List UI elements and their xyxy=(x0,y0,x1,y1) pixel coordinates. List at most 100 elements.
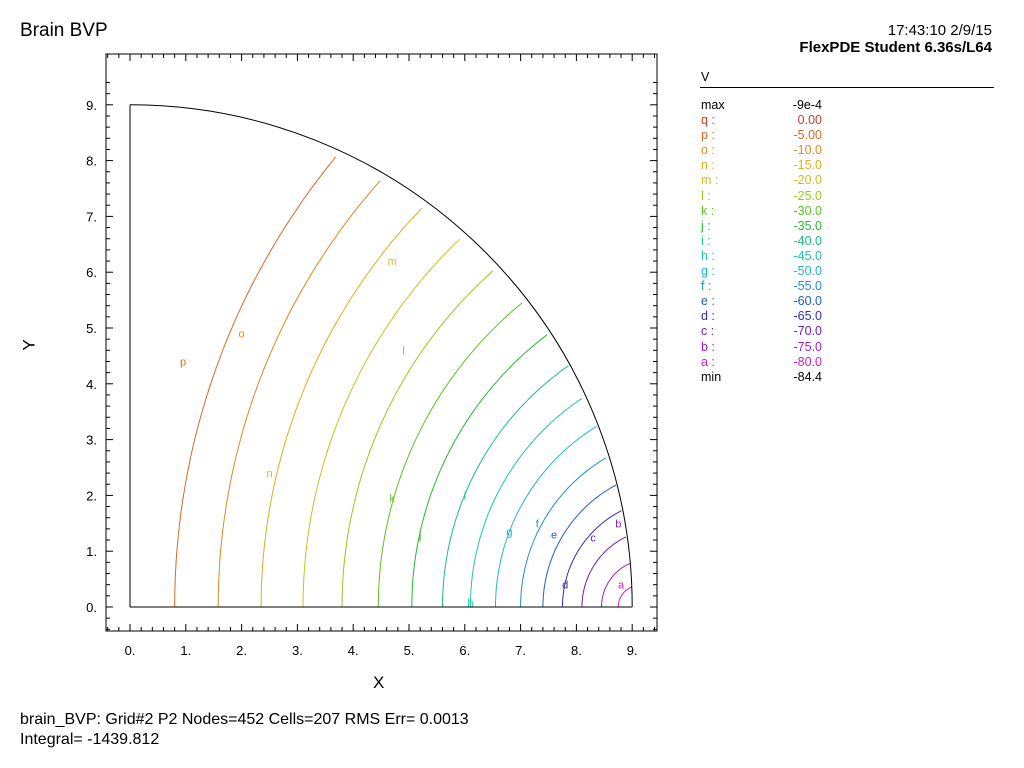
legend-level-key: p : xyxy=(701,128,715,143)
status-footer: brain_BVP: Grid#2 P2 Nodes=452 Cells=207… xyxy=(20,710,469,750)
contour-line xyxy=(442,365,569,607)
legend-level-value: -25.0 xyxy=(793,188,823,203)
contour-label: f xyxy=(536,518,540,530)
domain-boundary xyxy=(129,104,633,608)
x-axis-label: X xyxy=(373,673,385,692)
legend-level-row: k : -30.0 xyxy=(700,204,994,219)
legend-level-key: q : xyxy=(701,113,715,128)
contour-line xyxy=(542,484,617,607)
legend-level-value: -30.0 xyxy=(793,203,823,218)
contour-labels: p o n m l k j i h g fe d c b a xyxy=(180,256,625,609)
integral-info: Integral= -1439.812 xyxy=(20,731,160,748)
grid-info: brain_BVP: Grid#2 P2 Nodes=452 Cells=207… xyxy=(20,711,469,728)
contour-line xyxy=(469,397,583,607)
legend-level-row: h : -45.0 xyxy=(700,249,994,264)
legend-level-key: c : xyxy=(701,324,715,339)
contour-line xyxy=(341,270,494,608)
legend-level-value: -10.0 xyxy=(793,143,823,158)
contour-line xyxy=(174,156,336,608)
legend: V max -9e-4 q : 0.00 p : -5.00 o : -10.0 n : -1… xyxy=(700,70,994,385)
legend-level-row: n : -15.0 xyxy=(700,158,994,173)
plot-frame xyxy=(105,53,658,632)
legend-level-key: f : xyxy=(701,279,712,294)
legend-level-key: l : xyxy=(701,188,711,203)
x-tick-label: 4. xyxy=(348,643,359,658)
legend-level-row: m : -20.0 xyxy=(700,173,994,188)
contour-lines xyxy=(174,156,632,608)
contour-label: c xyxy=(590,532,596,544)
contour-line xyxy=(495,425,597,607)
legend-max-value: -9e-4 xyxy=(792,98,822,112)
contour-label: g xyxy=(506,527,512,539)
contour-label: l xyxy=(402,345,404,357)
legend-level-key: k : xyxy=(701,203,715,218)
legend-level-key: o : xyxy=(701,143,715,158)
legend-level-row: f : -55.0 xyxy=(700,279,994,294)
y-tick-label: 0. xyxy=(86,600,97,615)
legend-level-row: q : 0.00 xyxy=(700,113,994,128)
y-tick-label: 6. xyxy=(86,265,97,280)
contour-label: i xyxy=(464,490,466,502)
version-label: FlexPDE Student 6.36s/L64 xyxy=(799,39,992,56)
contour-label: d xyxy=(562,580,568,592)
x-tick-label: 9. xyxy=(627,643,638,658)
legend-level-value: -45.0 xyxy=(793,248,823,263)
legend-level-row: o : -10.0 xyxy=(700,143,994,158)
legend-level-row: a : -80.0 xyxy=(700,355,994,370)
legend-max-label: max xyxy=(701,98,725,112)
contour-label: m xyxy=(388,256,397,268)
legend-min: min -84.4 xyxy=(700,370,994,385)
legend-min-label: min xyxy=(701,369,722,384)
x-tick-label: 3. xyxy=(292,643,303,658)
legend-level-key: m : xyxy=(701,173,719,188)
legend-level-value: -15.0 xyxy=(793,158,823,173)
legend-level-value: -40.0 xyxy=(793,233,823,248)
y-tick-label: 1. xyxy=(86,544,97,559)
legend-level-value: -80.0 xyxy=(793,354,823,369)
legend-level-value: -65.0 xyxy=(793,309,823,324)
plot-title: Brain BVP xyxy=(20,20,108,41)
legend-level-key: a : xyxy=(701,354,715,369)
legend-level-key: n : xyxy=(701,158,715,173)
contour-label: a xyxy=(618,580,625,592)
x-tick-label: 7. xyxy=(515,643,526,658)
legend-level-row: l : -25.0 xyxy=(700,189,994,204)
contour-line xyxy=(520,457,607,607)
x-tick-label: 8. xyxy=(571,643,582,658)
contour-label: e xyxy=(551,529,557,541)
legend-level-value: -60.0 xyxy=(793,294,823,309)
x-tick-label: 0. xyxy=(125,643,136,658)
contour-line xyxy=(562,510,622,607)
timestamp: 17:43:10 2/9/15 xyxy=(887,22,992,39)
y-tick-label: 5. xyxy=(86,321,97,336)
legend-level-key: g : xyxy=(701,264,715,279)
legend-level-key: j : xyxy=(701,218,711,233)
legend-min-value: -84.4 xyxy=(793,369,823,384)
header-stamp: 17:43:10 2/9/15 FlexPDE Student 6.36s/L6… xyxy=(799,22,992,56)
legend-level-key: e : xyxy=(701,294,715,309)
legend-level-key: i : xyxy=(701,233,711,248)
legend-level-value: -70.0 xyxy=(793,324,823,339)
legend-level-value: -75.0 xyxy=(793,339,823,354)
legend-level-value: -20.0 xyxy=(793,173,823,188)
legend-level-value: -5.00 xyxy=(793,128,823,143)
tick-labels: 0. 1. 2. 3. 4. 5. 6. 7. 8. 9. 0. 1. 2. 3. 4. 5. 6. 7. 8. 9. xyxy=(86,98,637,658)
legend-level-row: i : -40.0 xyxy=(700,234,994,249)
legend-level-key: d : xyxy=(701,309,715,324)
contour-label: b xyxy=(615,518,621,530)
contour-line xyxy=(302,238,460,608)
contour-line xyxy=(581,536,627,607)
y-tick-label: 2. xyxy=(86,488,97,503)
legend-level-row: p : -5.00 xyxy=(700,128,994,143)
contour-line xyxy=(377,302,523,608)
legend-level-value: -50.0 xyxy=(793,264,823,279)
contour-label: p xyxy=(180,356,186,368)
legend-max: max -9e-4 xyxy=(700,98,994,113)
legend-level-value: -35.0 xyxy=(793,218,823,233)
boundary-arc xyxy=(129,104,633,608)
y-tick-label: 9. xyxy=(86,98,97,113)
y-tick-label: 8. xyxy=(86,154,97,169)
contour-label: o xyxy=(239,329,245,341)
legend-level-value: 0.00 xyxy=(797,113,822,128)
